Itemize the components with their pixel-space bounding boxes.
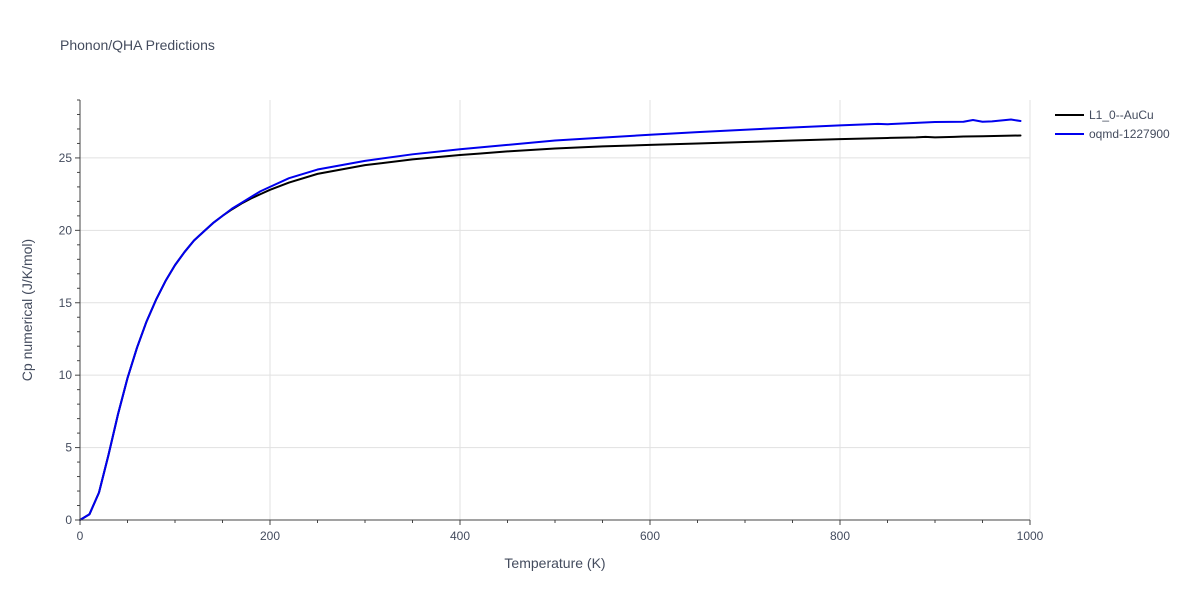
legend: L1_0--AuCu oqmd-1227900 — [1055, 108, 1170, 141]
series-layer — [79, 118, 1022, 521]
x-tick-label: 1000 — [1017, 529, 1044, 543]
y-tick-label: 0 — [65, 513, 72, 527]
y-tick-label: 5 — [65, 441, 72, 455]
y-axis-label: Cp numerical (J/K/mol) — [19, 239, 35, 381]
x-tick-label: 600 — [640, 529, 660, 543]
series-line-2 — [79, 118, 1022, 521]
x-axis-label: Temperature (K) — [504, 555, 605, 571]
x-tick-label: 0 — [77, 529, 84, 543]
y-tick-label: 15 — [59, 296, 73, 310]
y-tick-label: 25 — [59, 151, 73, 165]
legend-label-2: oqmd-1227900 — [1089, 127, 1170, 141]
y-tick-label: 20 — [59, 223, 73, 237]
series-line-1 — [79, 134, 1022, 521]
x-tick-label: 400 — [450, 529, 470, 543]
y-tick-label: 10 — [59, 368, 73, 382]
x-tick-label: 200 — [260, 529, 280, 543]
grid-lines — [80, 100, 1031, 520]
x-tick-label: 800 — [830, 529, 850, 543]
axes: 0 200 400 600 800 1000 0 5 10 15 20 25 — [59, 99, 1044, 543]
legend-label-1: L1_0--AuCu — [1089, 108, 1154, 122]
chart-title: Phonon/QHA Predictions — [60, 37, 215, 53]
